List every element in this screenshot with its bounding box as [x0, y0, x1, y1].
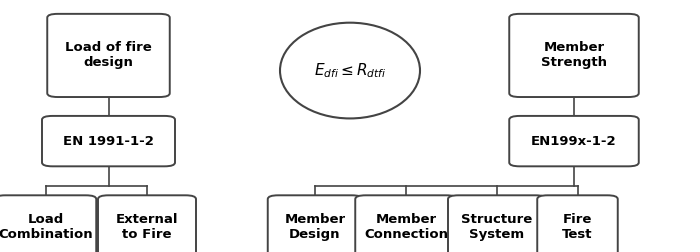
FancyBboxPatch shape [48, 14, 169, 97]
FancyBboxPatch shape [267, 195, 363, 252]
FancyBboxPatch shape [509, 116, 638, 166]
FancyBboxPatch shape [98, 195, 196, 252]
FancyBboxPatch shape [538, 195, 617, 252]
Text: Member
Design: Member Design [284, 213, 346, 241]
FancyBboxPatch shape [509, 14, 638, 97]
FancyBboxPatch shape [448, 195, 546, 252]
FancyBboxPatch shape [0, 195, 97, 252]
Text: Member
Strength: Member Strength [541, 41, 607, 70]
Text: Member
Connection: Member Connection [364, 213, 448, 241]
Text: EN199x-1-2: EN199x-1-2 [531, 135, 617, 148]
Text: Load
Combination: Load Combination [0, 213, 93, 241]
Ellipse shape [280, 23, 420, 118]
FancyBboxPatch shape [355, 195, 456, 252]
Text: Load of fire
design: Load of fire design [65, 41, 152, 70]
Text: Structure
System: Structure System [461, 213, 533, 241]
Text: Fire
Test: Fire Test [562, 213, 593, 241]
Text: $E_{dfi} \leq R_{dtfi}$: $E_{dfi} \leq R_{dtfi}$ [314, 61, 386, 80]
FancyBboxPatch shape [42, 116, 175, 166]
Text: External
to Fire: External to Fire [116, 213, 178, 241]
Text: EN 1991-1-2: EN 1991-1-2 [63, 135, 154, 148]
